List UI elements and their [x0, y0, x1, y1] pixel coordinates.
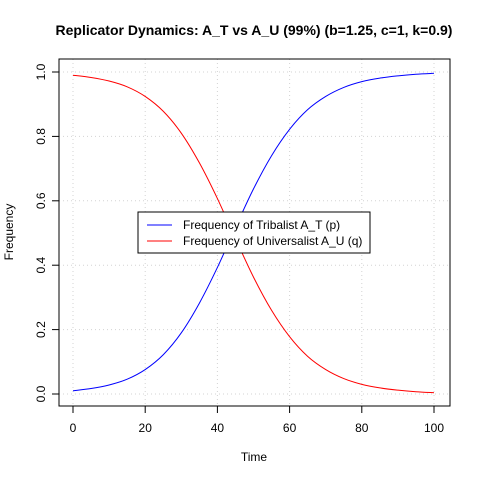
- series-line-0: [72, 72, 435, 392]
- y-tick-label: 1.0: [34, 63, 48, 80]
- y-tick-label: 0.2: [34, 321, 48, 338]
- y-axis: 0.0 0.2 0.4 0.6 0.8 1.0: [34, 63, 60, 402]
- x-tick-label: 100: [424, 421, 444, 435]
- y-tick-label: 0.4: [34, 257, 48, 274]
- series-line-1: [72, 74, 435, 394]
- legend-label-0: Frequency of Tribalist A_T (p): [183, 218, 340, 232]
- y-axis-label: Frequency: [2, 204, 16, 261]
- legend: Frequency of Tribalist A_T (p) Frequency …: [137, 211, 371, 254]
- x-axis-label: Time: [241, 450, 268, 464]
- x-tick-label: 60: [283, 421, 297, 435]
- x-tick-label: 20: [139, 421, 153, 435]
- x-axis: 0 20 40 60 80 100: [70, 405, 444, 435]
- series-lines: [72, 72, 435, 394]
- x-tick-label: 80: [355, 421, 369, 435]
- legend-box: [137, 211, 371, 254]
- chart-title: Replicator Dynamics: A_T vs A_U (99%) (b…: [56, 22, 453, 38]
- y-tick-label: 0.8: [34, 128, 48, 145]
- y-tick-label: 0.6: [34, 192, 48, 209]
- x-tick-label: 0: [70, 421, 77, 435]
- x-tick-label: 40: [211, 421, 225, 435]
- legend-label-1: Frequency of Universalist A_U (q): [183, 234, 362, 248]
- y-tick-label: 0.0: [34, 385, 48, 402]
